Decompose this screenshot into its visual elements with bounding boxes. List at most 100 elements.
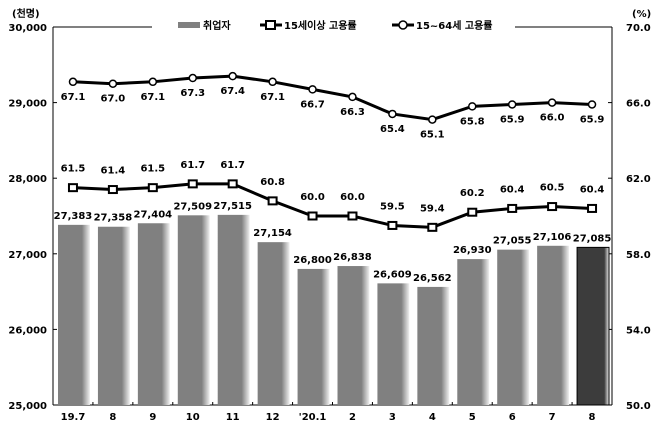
right-tick-label: 58.0: [626, 250, 651, 261]
point-15plus-rate: [107, 185, 118, 195]
bar-data-label: 26,609: [373, 269, 412, 280]
point-15plus-rate: [387, 220, 398, 230]
bar-data-label: 27,358: [94, 213, 133, 224]
bar-employed: [576, 246, 610, 406]
point-15plus-rate: [227, 179, 238, 189]
x-tick-label: 10: [186, 412, 200, 423]
bar-data-label: 27,106: [533, 232, 572, 243]
left-tick-label: 25,000: [8, 401, 47, 412]
legend-label-15plus: 15세이상 고용률: [284, 19, 357, 32]
bar-data-label: 27,383: [54, 211, 93, 222]
circle-marker-icon: [398, 20, 408, 30]
bar-employed: [537, 245, 570, 405]
bar-data-label: 27,515: [213, 201, 252, 212]
point-15-64-rate: [308, 85, 317, 94]
point-15plus-rate: [147, 183, 158, 193]
right-tick-label: 62.0: [626, 174, 651, 185]
bar-data-label: 27,055: [493, 236, 532, 247]
left-tick-label: 30,000: [8, 23, 47, 34]
label-15-64-rate: 65.1: [420, 130, 445, 141]
square-marker-icon: [265, 20, 276, 30]
label-15plus-rate: 60.4: [500, 184, 525, 195]
x-tick-label: 19.7: [61, 412, 86, 423]
point-15-64-rate: [587, 100, 597, 109]
point-15-64-rate: [228, 71, 237, 81]
label-15-64-rate: 67.0: [101, 94, 126, 105]
point-15-64-rate: [388, 109, 397, 119]
label-15plus-rate: 61.7: [180, 160, 205, 171]
bar-data-label: 26,838: [333, 252, 372, 263]
x-tick-label: '20.1: [299, 412, 327, 423]
bar-data-label: 27,404: [134, 209, 173, 220]
bar-data-label: 26,800: [293, 255, 332, 266]
label-15-64-rate: 66.0: [540, 113, 565, 124]
left-tick-label: 29,000: [8, 99, 47, 110]
right-tick-label: 54.0: [626, 325, 651, 336]
label-15-64-rate: 67.1: [140, 92, 165, 103]
point-15plus-rate: [467, 207, 478, 217]
point-15plus-rate: [587, 203, 598, 213]
point-15-64-rate: [108, 79, 118, 88]
label-15plus-rate: 60.0: [340, 192, 365, 203]
line-15plus-rate: [72, 182, 593, 229]
label-15-64-rate: 65.4: [380, 124, 405, 135]
point-15-64-rate: [428, 115, 437, 124]
legend-label-15-64: 15~64세 고용률: [416, 19, 493, 32]
label-15plus-rate: 61.7: [220, 160, 245, 171]
point-15plus-rate: [307, 211, 318, 221]
left-tick-label: 27,000: [8, 250, 47, 261]
line-15-64-rate: [72, 74, 593, 122]
label-15plus-rate: 60.4: [580, 184, 605, 195]
bar-employed: [137, 223, 170, 405]
bar-data-label: 27,509: [173, 201, 212, 212]
label-15-64-rate: 65.9: [500, 114, 525, 125]
point-15plus-rate: [187, 179, 198, 189]
bar-employed: [337, 266, 370, 405]
right-tick-label: 50.0: [626, 401, 651, 412]
point-15-64-rate: [507, 100, 517, 109]
point-15-64-rate: [268, 77, 277, 87]
x-tick-label: 7: [549, 412, 556, 423]
bar-employed: [217, 214, 250, 405]
label-15-64-rate: 67.1: [61, 92, 86, 103]
point-15plus-rate: [507, 203, 518, 213]
point-15plus-rate: [427, 222, 438, 232]
legend-bar-swatch: [178, 22, 200, 28]
bar-data-label: 27,085: [573, 233, 612, 244]
label-15plus-rate: 60.2: [460, 188, 485, 199]
right-axis-unit: (%): [632, 9, 651, 20]
bar-data-label: 26,930: [453, 245, 492, 256]
x-tick-label: 11: [226, 412, 240, 423]
label-15plus-rate: 60.0: [300, 192, 325, 203]
label-15plus-rate: 60.8: [260, 177, 285, 188]
label-15plus-rate: 59.4: [420, 203, 445, 214]
point-15plus-rate: [267, 196, 278, 206]
label-15plus-rate: 61.4: [101, 166, 126, 177]
left-tick-label: 28,000: [8, 174, 47, 185]
bar-employed: [457, 259, 490, 405]
bar-data-label: 27,154: [253, 228, 292, 239]
point-15-64-rate: [468, 102, 477, 111]
label-15-64-rate: 66.7: [300, 99, 325, 110]
bar-employed: [58, 224, 90, 405]
label-15plus-rate: 59.5: [380, 201, 405, 212]
point-15-64-rate: [68, 77, 78, 87]
bar-employed: [377, 283, 410, 405]
left-axis-unit: (천명): [12, 7, 40, 20]
x-tick-label: 9: [149, 412, 156, 423]
point-15-64-rate: [148, 77, 158, 87]
x-tick-label: 8: [589, 412, 596, 423]
label-15-64-rate: 66.3: [340, 107, 365, 118]
x-tick-label: 12: [266, 412, 280, 423]
bar-employed: [177, 215, 210, 405]
label-15plus-rate: 61.5: [61, 164, 86, 175]
x-tick-label: 2: [349, 412, 356, 423]
left-tick-label: 26,000: [8, 325, 47, 336]
right-tick-label: 70.0: [626, 23, 651, 34]
label-15-64-rate: 67.3: [180, 88, 205, 99]
bar-employed: [97, 226, 130, 405]
bar-employed: [497, 249, 530, 405]
x-tick-label: 6: [509, 412, 516, 423]
